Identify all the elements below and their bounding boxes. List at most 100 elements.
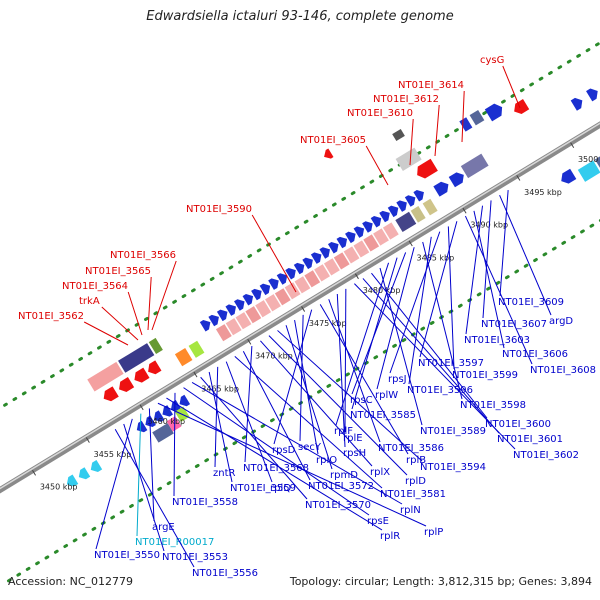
bottom-label-leader — [379, 267, 423, 426]
bottom-label-leader — [225, 361, 273, 483]
top-label-leader — [434, 104, 440, 157]
ribosomal-gene-block-shape — [304, 270, 321, 288]
tick-mark — [139, 404, 144, 411]
bottom-gene-label: NT01EI_3600 — [485, 419, 551, 430]
forward-gene-arrow — [276, 273, 288, 285]
forward-gene-arrow-shape — [370, 216, 382, 228]
ribosomal-gene-block — [245, 306, 262, 324]
forward-gene-arrow-shape — [484, 103, 503, 122]
top-gene-label: NT01EI_3566 — [110, 250, 176, 261]
bottom-label-leader — [499, 189, 509, 297]
forward-gene-arrow — [216, 309, 228, 322]
top-gene-label: NT01EI_3614 — [398, 80, 464, 91]
ribosomal-gene-block-shape — [323, 258, 340, 276]
forward-gene-arrow — [225, 304, 237, 316]
gene-navy-large — [118, 343, 155, 373]
reverse-gene-arrow-shape — [136, 420, 148, 433]
forward-gene-arrow — [586, 88, 598, 102]
forward-gene-arrow — [310, 252, 322, 264]
reverse-gene-arrow-shape — [145, 415, 156, 428]
gene-magenta — [166, 416, 182, 432]
top-label-leader — [365, 145, 389, 186]
bottom-label-leader — [148, 408, 155, 522]
map-title: Edwardsiella ictaluri 93-146, complete g… — [146, 9, 454, 24]
ribosomal-gene-block — [284, 282, 301, 300]
ribosomal-gene-block-shape — [333, 252, 350, 270]
gene-gray — [395, 147, 422, 171]
bottom-gene-label: NT01EI_3589 — [420, 426, 486, 437]
forward-gene-arrow-shape — [570, 97, 583, 111]
bottom-label-leader — [285, 325, 333, 470]
ribosomal-gene-block-shape — [255, 300, 272, 318]
gene-orange-shape — [174, 348, 193, 367]
bottom-gene-label: NT01EI_3601 — [497, 434, 563, 445]
forward-gene-arrow-shape — [276, 273, 288, 285]
bottom-gene-label: NT01EI_3596 — [407, 385, 473, 396]
bottom-label-leader — [136, 413, 142, 537]
bottom-label-leader — [351, 252, 407, 395]
bottom-label-leader — [173, 392, 176, 497]
bottom-gene-label: NT01EI_3550 — [94, 550, 160, 561]
bottom-label-leader — [114, 428, 195, 568]
bottom-gene-label: NT01EI_3599 — [452, 370, 518, 381]
forward-gene-arrow-shape — [433, 181, 449, 197]
ribosomal-gene-block — [294, 276, 311, 294]
bottom-gene-label: NT01EI_3606 — [502, 349, 568, 360]
ribosomal-gene-block-shape — [382, 222, 399, 240]
bottom-gene-label: NT01EI_3558 — [172, 497, 238, 508]
outer-dotted-track-bottom — [0, 41, 600, 410]
genome-backbone-highlight — [0, 122, 600, 490]
forward-gene-arrow-shape — [251, 288, 262, 301]
gene-lightgreen — [188, 340, 205, 358]
reverse-gene-arrow — [153, 410, 165, 422]
forward-gene-arrow-shape — [319, 247, 330, 259]
bottom-gene-label: NT01EI_3556 — [192, 568, 258, 579]
bottom-label-leader — [123, 423, 165, 552]
gene-lightgreen-shape — [188, 340, 205, 358]
bottom-gene-label: argD — [549, 316, 573, 327]
ribosomal-gene-block — [323, 258, 340, 276]
gene-purple-gray — [460, 153, 489, 179]
reverse-gene-arrow-shape — [153, 410, 165, 422]
bottom-gene-label: NT01EI_R00017 — [135, 537, 214, 548]
gene-gray-marker-shape — [392, 128, 405, 142]
bottom-label-leader — [157, 402, 427, 527]
gene-darkblue — [395, 211, 417, 233]
ribosomal-gene-block — [274, 288, 291, 306]
forward-gene-arrow — [362, 221, 373, 233]
bottom-gene-label: NT01EI_3602 — [513, 450, 579, 461]
gene-red-arrow — [148, 360, 162, 375]
forward-gene-arrow — [293, 262, 305, 275]
top-label-leader — [147, 276, 152, 331]
reverse-gene-arrow — [136, 420, 148, 433]
top-gene-label: NT01EI_3610 — [347, 108, 413, 119]
bottom-gene-label: rpsH — [343, 448, 366, 459]
forward-gene-arrow — [234, 299, 245, 311]
gene-red-marker-shape — [324, 148, 334, 159]
forward-gene-arrow — [285, 268, 296, 280]
tick-mark — [85, 437, 90, 443]
bottom-label-leader — [351, 257, 398, 410]
reverse-gene-arrow — [561, 168, 577, 184]
accession-label: Accession: NC_012779 — [8, 575, 134, 588]
ribosomal-gene-block-shape — [225, 318, 242, 336]
gene-slate — [469, 109, 485, 126]
tick-mark — [354, 273, 359, 280]
forward-gene-arrow-shape — [448, 172, 464, 188]
forward-gene-arrow-shape — [225, 304, 237, 316]
ribosomal-gene-block-shape — [314, 264, 330, 282]
bottom-label-leader — [465, 205, 484, 335]
gene-slate-shape — [152, 423, 174, 443]
top-label-leader — [83, 321, 129, 346]
gene-green-small-shape — [148, 337, 163, 355]
reverse-gene-arrow — [162, 405, 173, 417]
forward-gene-arrow-shape — [387, 205, 399, 218]
genome-summary-label: Topology: circular; Length: 3,812,315 bp… — [289, 575, 592, 588]
ribosomal-gene-block-shape — [265, 294, 281, 312]
gene-red-arrow — [119, 377, 135, 392]
tick-label: 3495 kbp — [524, 188, 562, 197]
forward-gene-arrow — [379, 210, 390, 223]
bottom-label-leader — [371, 272, 488, 419]
bottom-label-leader — [389, 231, 441, 374]
forward-gene-arrow-shape — [396, 200, 407, 212]
